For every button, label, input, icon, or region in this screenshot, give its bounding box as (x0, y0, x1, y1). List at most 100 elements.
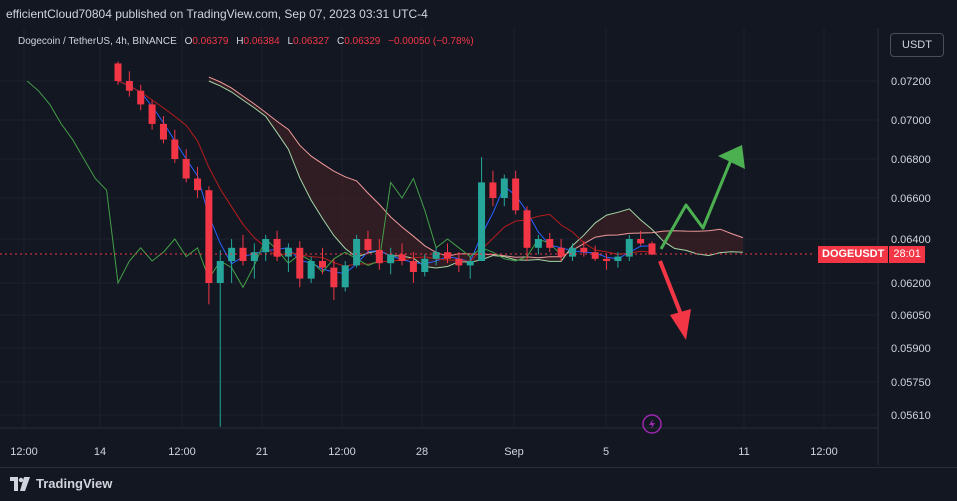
open-value: 0.06379 (192, 36, 229, 47)
published-by-bar: efficientCloud70804 published on Trading… (0, 0, 957, 28)
candle (466, 256, 474, 279)
published-by-text: efficientCloud70804 published on Trading… (6, 7, 428, 21)
candle-body (307, 261, 315, 279)
currency-button[interactable]: USDT (890, 33, 944, 57)
candle (568, 243, 576, 261)
time-tick-label: 12:00 (328, 446, 356, 458)
candle-body (603, 258, 611, 261)
price-tick-label: 0.05610 (891, 410, 931, 422)
candle (534, 234, 542, 255)
candle (205, 186, 213, 305)
candle-body (421, 258, 429, 272)
candle (387, 247, 395, 275)
candle-body (455, 258, 463, 266)
candle (625, 234, 633, 261)
tradingview-logo-icon (10, 476, 30, 491)
candle-body (443, 252, 451, 259)
candle-body (284, 247, 292, 257)
candle-body (171, 139, 179, 159)
candle (580, 241, 588, 257)
time-tick-label: 28 (416, 446, 428, 458)
candle (489, 170, 497, 207)
price-tick-label: 0.05750 (891, 377, 931, 389)
price-tick-label: 0.07200 (891, 76, 931, 88)
candle-body (512, 178, 520, 211)
lightning-icon (649, 419, 655, 429)
time-tick-label: 11 (738, 446, 749, 458)
candle (512, 170, 520, 215)
chart-frame[interactable]: 0.07200 0.07000 0.06800 0.06600 0.06400 0.062… (0, 28, 948, 465)
candle (296, 241, 304, 288)
time-tick-label: 12:00 (10, 446, 38, 458)
candle (614, 252, 622, 268)
candle-body (137, 90, 145, 105)
candle (319, 247, 327, 275)
candle-body (523, 210, 531, 248)
time-tick-label: 5 (603, 446, 609, 458)
cloud-fill (208, 77, 743, 268)
lagging-span (26, 80, 562, 289)
candle-body (159, 123, 167, 140)
senkou-span-b (208, 76, 744, 259)
candle (546, 232, 554, 253)
forecast-up-arrow (659, 145, 745, 250)
candle-body (239, 247, 247, 261)
time-tick-label: 21 (256, 446, 268, 458)
candle (353, 234, 361, 268)
candle-body (205, 190, 213, 283)
candles (114, 61, 656, 427)
candle-body (580, 247, 588, 253)
time-tick-label: 12:00 (168, 446, 196, 458)
candle (262, 234, 270, 261)
candle-body (409, 261, 417, 272)
candle (307, 256, 315, 283)
ichimoku-lines (26, 76, 744, 289)
forecast-up-path (659, 149, 737, 250)
candle-body (398, 254, 406, 261)
candle (171, 129, 179, 163)
candle-body (296, 247, 304, 279)
candle (125, 71, 133, 97)
event-icon (642, 414, 662, 434)
candle (421, 254, 429, 277)
symbol-legend: Dogecoin / TetherUS, 4h, BINANCE O0.0637… (18, 36, 474, 47)
candle (523, 206, 531, 261)
candlestick-chart[interactable]: 0.07200 0.07000 0.06800 0.06600 0.06400 0.062… (0, 28, 948, 465)
symbol-name: Dogecoin / TetherUS, 4h, BINANCE (18, 36, 177, 47)
price-tick-label: 0.05900 (891, 343, 931, 355)
candle-body (330, 267, 338, 288)
price-tag-countdown: 28:01 (889, 246, 925, 263)
forecast-up-arrowhead (718, 145, 745, 169)
price-tick-label: 0.06800 (891, 154, 931, 166)
candle-body (432, 252, 440, 259)
low-value: 0.06327 (293, 36, 330, 47)
candle (341, 261, 349, 292)
tradingview-logo[interactable]: TradingView (10, 476, 112, 491)
price-tick-label: 0.06200 (891, 278, 931, 290)
candle-body (568, 247, 576, 257)
candle (239, 234, 247, 266)
time-tick-label: Sep (504, 446, 524, 458)
ichimoku-cloud (208, 77, 743, 268)
high-label: H (236, 36, 244, 47)
price-tick-label: 0.07000 (891, 115, 931, 127)
candle (182, 149, 190, 183)
candle (603, 254, 611, 270)
candle (250, 243, 258, 279)
candle (284, 243, 292, 272)
candle-body (182, 159, 190, 179)
candle-body (614, 256, 622, 261)
candle-body (546, 239, 554, 248)
candle-body (489, 182, 497, 198)
candle-body (353, 239, 361, 266)
candle-body (557, 247, 565, 257)
candle-body (625, 239, 633, 257)
base-line (117, 80, 653, 267)
forecast-down-arrowhead (670, 309, 691, 340)
candle-body (364, 239, 372, 250)
candle-body (273, 239, 281, 257)
candle-body (375, 250, 383, 264)
low-label: L (287, 36, 294, 47)
candle (637, 230, 645, 246)
candle (228, 239, 236, 283)
